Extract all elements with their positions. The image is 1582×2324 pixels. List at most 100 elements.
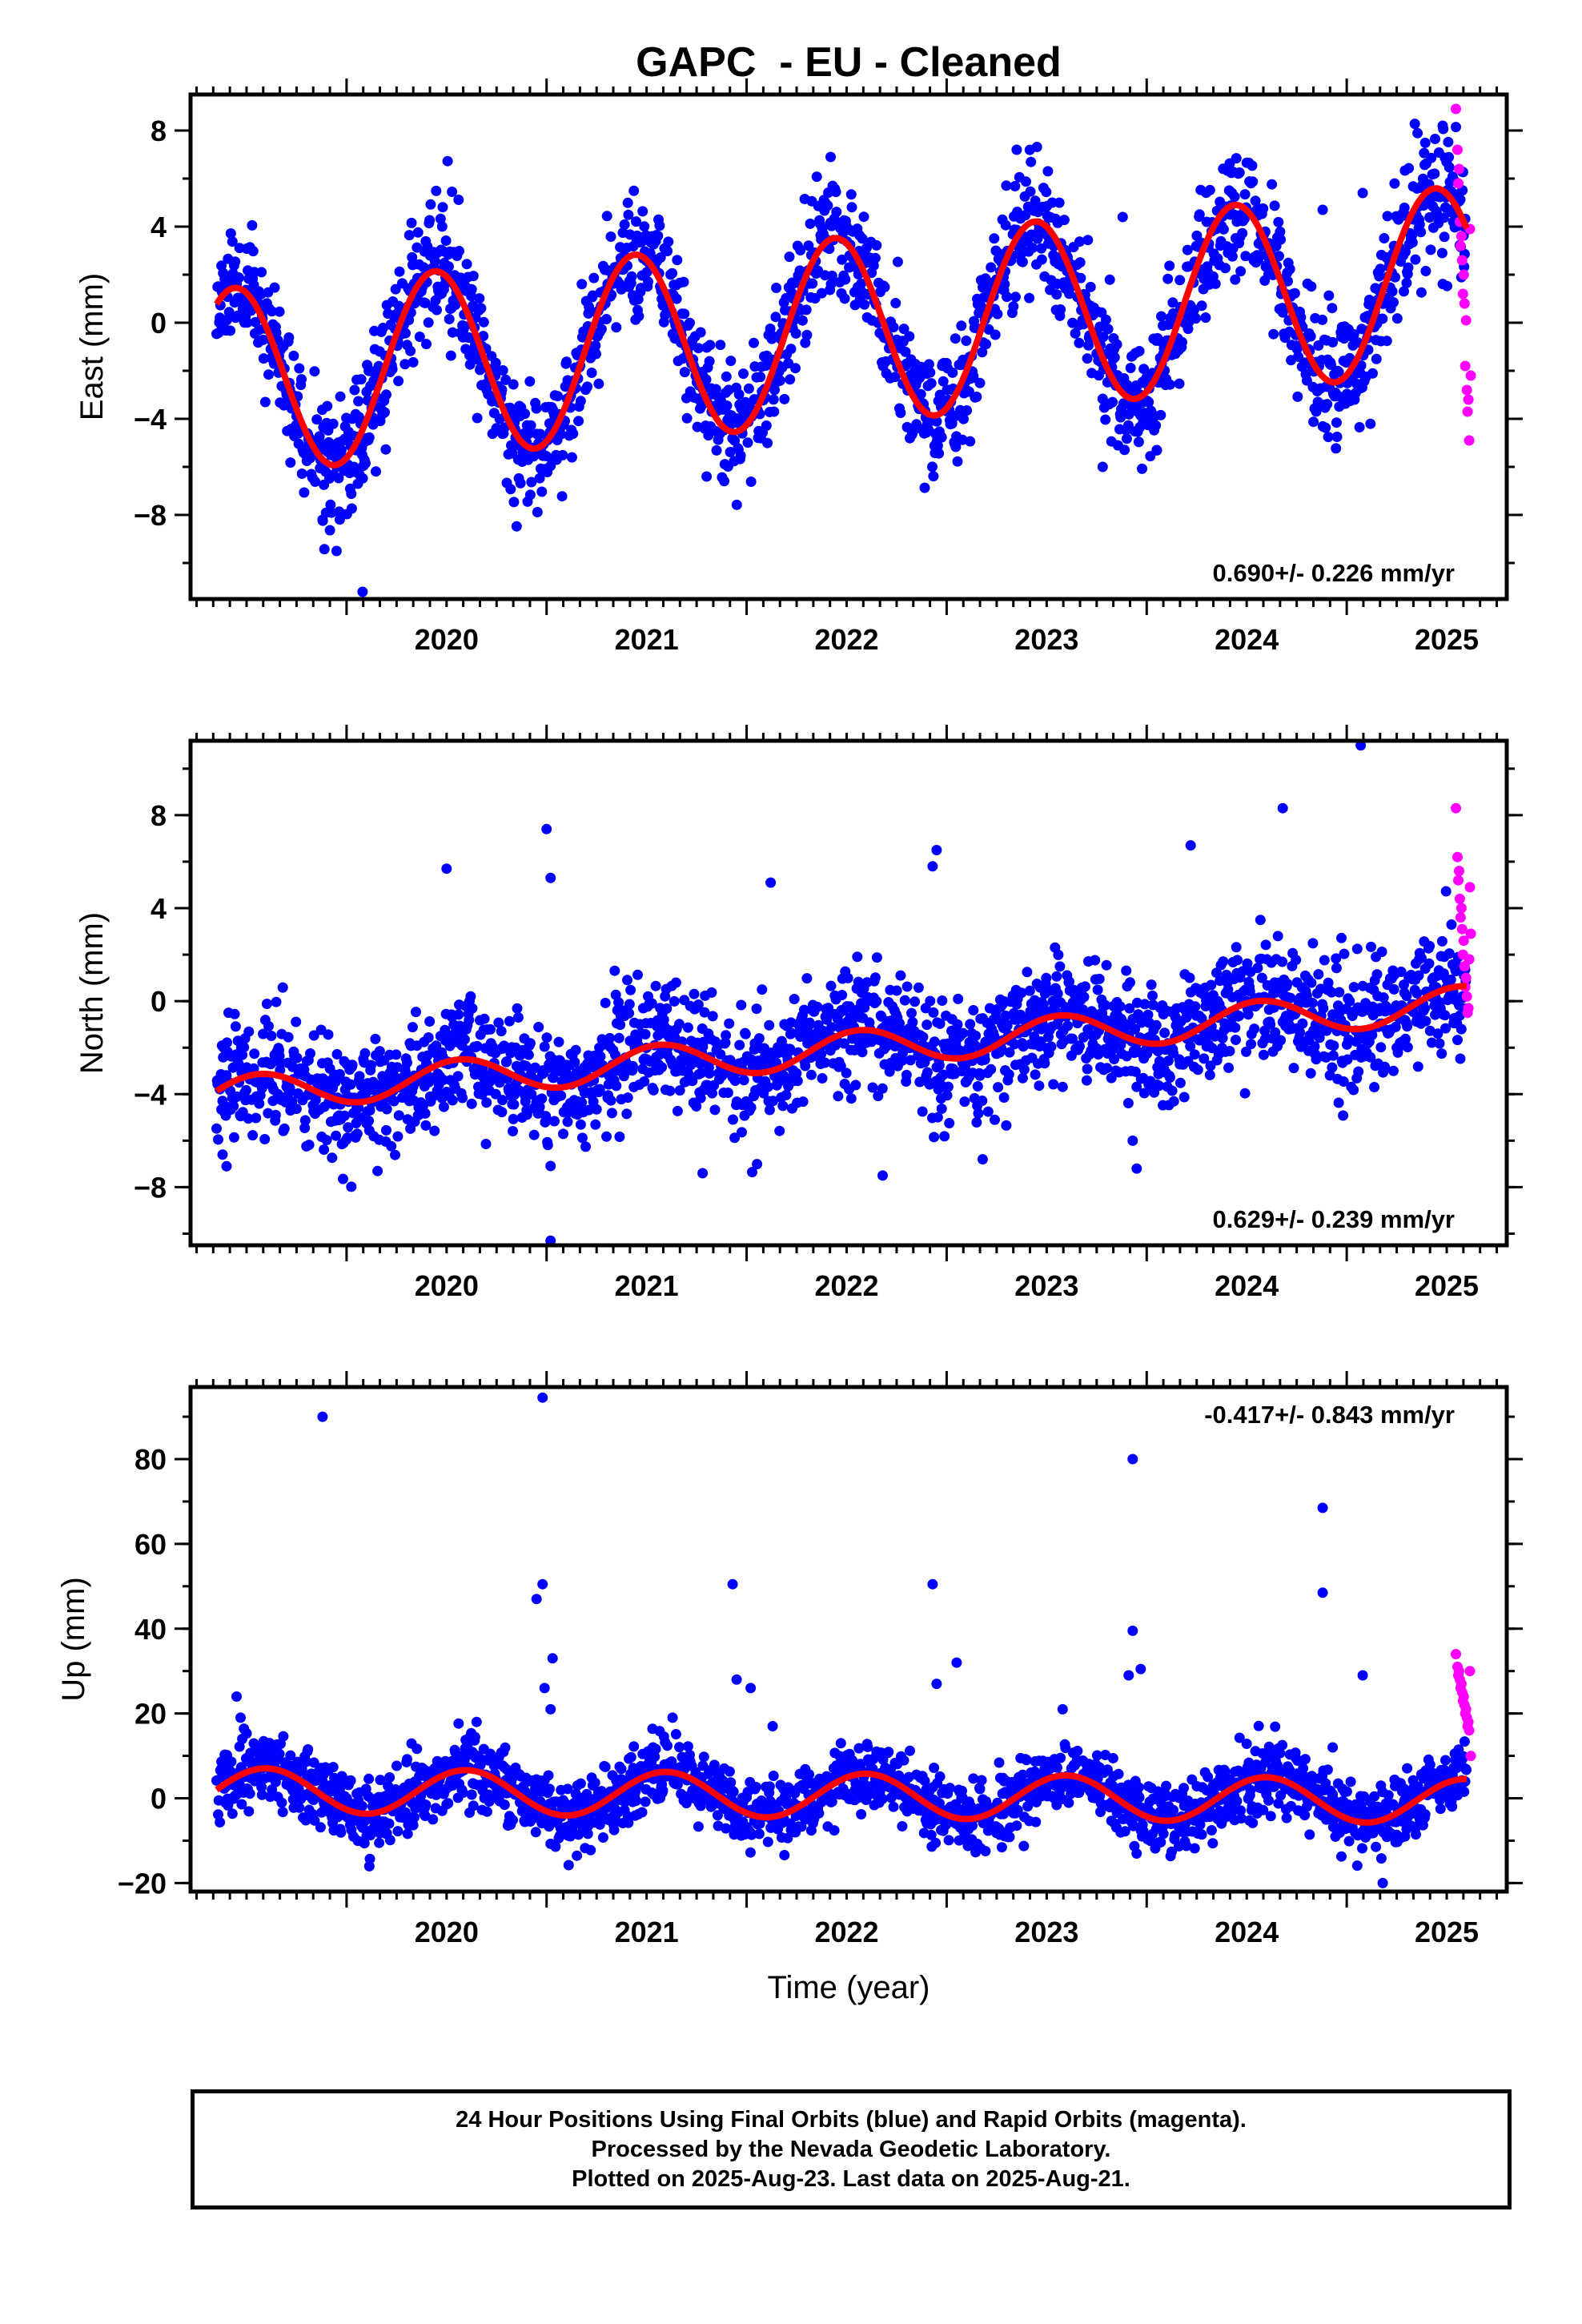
east-final-point [769, 384, 780, 396]
north-final-point [303, 1140, 315, 1151]
east-final-point [1308, 416, 1319, 428]
up-final-point [277, 1807, 288, 1818]
east-final-point [1331, 417, 1342, 428]
north-final-point [682, 1022, 693, 1033]
up-final-point [274, 1748, 285, 1759]
chart-title: GAPC - EU - Cleaned [636, 39, 1062, 86]
east-final-point [822, 200, 833, 211]
north-final-point [299, 1123, 311, 1133]
up-final-point [408, 1819, 419, 1831]
north-final-point [520, 1060, 532, 1072]
north-final-point [388, 1096, 400, 1107]
north-final-point [799, 1004, 809, 1015]
north-final-point [1052, 988, 1063, 999]
north-final-point [747, 1167, 757, 1178]
east-final-point [925, 367, 936, 378]
east-final-point [490, 357, 501, 368]
east-frame [188, 92, 1509, 601]
east-final-point [523, 428, 534, 440]
east-final-point [505, 484, 516, 495]
east-final-point [405, 345, 416, 356]
north-final-point [1424, 940, 1435, 951]
north-final-point [704, 1068, 715, 1079]
east-final-point [790, 363, 801, 374]
north-final-point [937, 995, 948, 1006]
east-final-point [1051, 289, 1062, 300]
east-final-point [1363, 295, 1375, 305]
east-final-point [622, 197, 633, 208]
north-final-point [821, 1014, 832, 1025]
north-final-point [558, 1128, 568, 1140]
north-final-point [720, 1037, 731, 1048]
north-rapid-point [1456, 903, 1467, 914]
east-final-point [526, 476, 537, 488]
north-final-point [869, 972, 881, 983]
east-final-point [500, 374, 512, 385]
east-final-point [655, 252, 666, 263]
north-final-point [1131, 1163, 1142, 1174]
north-final-point [1016, 987, 1027, 999]
east-rapid-point [1456, 231, 1467, 242]
east-final-point [346, 503, 357, 514]
east-x-tick-label: 2022 [814, 623, 878, 656]
east-final-point [296, 374, 307, 385]
north-final-point [792, 1076, 803, 1087]
north-final-point [936, 1104, 947, 1114]
east-final-point [1399, 286, 1409, 297]
east-final-point [466, 283, 477, 295]
north-final-point [925, 995, 936, 1007]
east-final-point [1415, 287, 1427, 298]
east-final-point [331, 545, 342, 557]
north-final-point [299, 1115, 311, 1126]
east-final-point [436, 221, 448, 232]
north-final-point [661, 1003, 673, 1014]
east-final-point [450, 300, 461, 311]
north-final-point [745, 1102, 757, 1113]
north-final-point [279, 1123, 290, 1134]
east-final-point [1123, 408, 1134, 420]
east-final-point [932, 440, 943, 452]
north-final-point [724, 1018, 735, 1029]
north-final-point [1440, 886, 1452, 897]
north-final-point [391, 1049, 402, 1060]
north-final-point [1415, 952, 1427, 963]
east-rapid-point [1460, 360, 1471, 372]
north-final-point [407, 1022, 418, 1033]
north-final-point [541, 823, 552, 834]
east-final-point [1237, 227, 1248, 239]
up-final-point [420, 1799, 432, 1811]
north-final-point [266, 1031, 277, 1041]
north-final-point [1443, 948, 1455, 959]
up-final-point [484, 1796, 495, 1807]
north-final-point [481, 1097, 492, 1108]
north-final-point [751, 1003, 762, 1015]
north-final-point [359, 1047, 371, 1059]
east-final-point [1436, 247, 1447, 259]
north-final-point [944, 1118, 955, 1128]
north-final-point [801, 973, 813, 984]
north-final-point [621, 1108, 632, 1120]
north-final-point [982, 1106, 994, 1117]
east-final-point [1305, 331, 1316, 342]
north-final-point [952, 1019, 963, 1030]
up-final-point [276, 1797, 287, 1808]
north-final-point [343, 1122, 354, 1133]
east-final-point [1150, 420, 1162, 431]
north-final-point [654, 1049, 665, 1060]
north-final-point [725, 1055, 736, 1066]
north-final-point [867, 1082, 878, 1093]
east-final-point [1097, 461, 1108, 472]
east-final-point [1357, 187, 1368, 199]
north-final-point [624, 1007, 635, 1019]
up-final-point [285, 1750, 296, 1761]
north-final-point [331, 1049, 343, 1059]
east-final-point [785, 374, 796, 385]
east-final-point [947, 367, 958, 378]
north-final-point [1024, 985, 1035, 996]
east-final-point [309, 366, 320, 377]
north-final-point [1402, 1042, 1413, 1053]
east-final-point [1410, 254, 1421, 265]
east-final-point [743, 383, 754, 394]
north-final-point [1328, 1040, 1339, 1051]
north-final-point [674, 1085, 685, 1096]
